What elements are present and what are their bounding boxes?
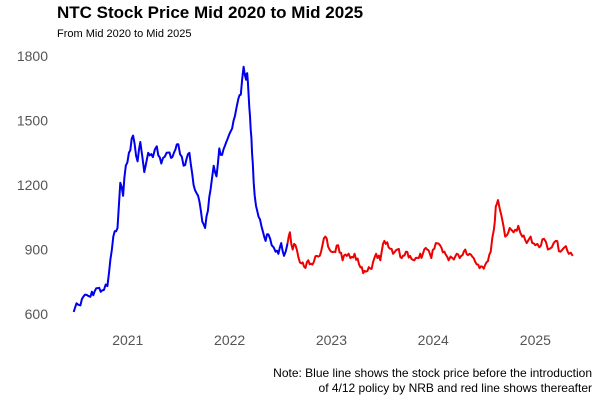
x-tick-label: 2025: [520, 332, 551, 348]
chart-title: NTC Stock Price Mid 2020 to Mid 2025: [57, 3, 364, 22]
chart-note: Note: Blue line shows the stock price be…: [273, 366, 592, 396]
series-lines: [72, 65, 574, 313]
y-axis-labels: 600 900 1200 1500 1800: [17, 48, 48, 322]
x-tick-label: 2023: [316, 332, 347, 348]
y-tick-label: 1500: [17, 113, 48, 129]
y-tick-label: 1200: [17, 177, 48, 193]
note-line-2: of 4/12 policy by NRB and red line shows…: [318, 381, 592, 395]
x-tick-label: 2024: [418, 332, 449, 348]
chart-subtitle: From Mid 2020 to Mid 2025: [57, 28, 192, 40]
x-axis-labels: 2021 2022 2023 2024 2025: [112, 332, 551, 348]
note-line-1: Note: Blue line shows the stock price be…: [273, 366, 592, 380]
y-tick-label: 1800: [17, 48, 48, 64]
y-tick-label: 900: [25, 242, 49, 258]
x-tick-label: 2021: [112, 332, 143, 348]
x-tick-label: 2022: [214, 332, 245, 348]
price-line-before-policy: [72, 65, 289, 313]
y-tick-label: 600: [25, 306, 49, 322]
price-line-after-policy: [286, 199, 574, 275]
